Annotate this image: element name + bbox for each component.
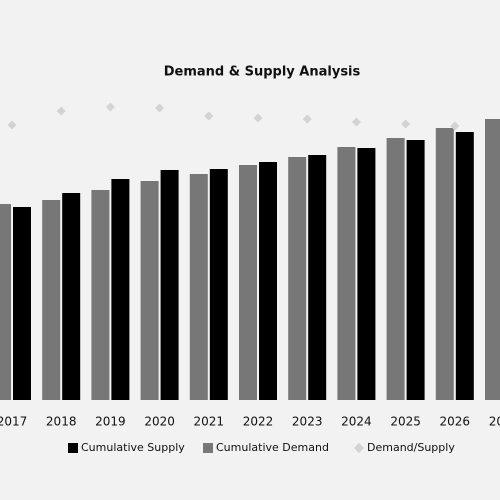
bar xyxy=(111,179,130,400)
bar xyxy=(288,157,307,400)
x-tick-label: 2022 xyxy=(243,415,274,429)
x-tick-label: 2021 xyxy=(194,415,225,429)
bar xyxy=(91,190,110,400)
bar xyxy=(13,207,31,400)
x-tick-label: 2027 xyxy=(489,415,500,429)
bar xyxy=(209,169,228,400)
ratio-marker xyxy=(351,117,361,127)
x-tick-label: 2024 xyxy=(341,415,372,429)
bar xyxy=(308,155,327,400)
ratio-marker xyxy=(155,103,165,113)
ratio-marker xyxy=(204,111,214,121)
legend-label: Cumulative Supply xyxy=(81,441,185,454)
bar xyxy=(357,148,376,400)
bar xyxy=(160,170,179,400)
bar xyxy=(337,147,356,400)
bar xyxy=(406,140,425,400)
ratio-marker xyxy=(450,121,460,131)
bar xyxy=(189,174,208,400)
legend-swatch xyxy=(68,443,78,453)
x-tick-label: 2017 xyxy=(0,415,27,429)
legend-swatch xyxy=(354,443,364,453)
ratio-marker xyxy=(253,113,263,123)
bar xyxy=(485,119,500,400)
ratio-marker xyxy=(7,120,17,130)
bar xyxy=(259,162,277,400)
x-tick-label: 2018 xyxy=(46,415,77,429)
ratio-marker xyxy=(401,119,411,129)
bar xyxy=(435,128,454,400)
legend-label: Demand/Supply xyxy=(367,441,455,454)
chart-title: Demand & Supply Analysis xyxy=(164,65,361,80)
bar xyxy=(386,138,405,400)
bar xyxy=(140,181,159,400)
ratio-marker xyxy=(56,106,66,116)
x-tick-label: 2025 xyxy=(390,415,421,429)
legend-label: Cumulative Demand xyxy=(216,441,329,454)
x-tick-label: 2020 xyxy=(144,415,175,429)
x-tick-label: 2026 xyxy=(440,415,471,429)
x-tick-label: 2023 xyxy=(292,415,323,429)
bar xyxy=(455,132,474,400)
bar xyxy=(42,200,61,400)
ratio-marker xyxy=(302,114,312,124)
bar xyxy=(239,165,257,400)
ratio-marker xyxy=(105,102,115,112)
x-tick-label: 2019 xyxy=(95,415,126,429)
bar xyxy=(0,204,11,400)
bar xyxy=(62,193,81,400)
legend-swatch xyxy=(203,443,213,453)
